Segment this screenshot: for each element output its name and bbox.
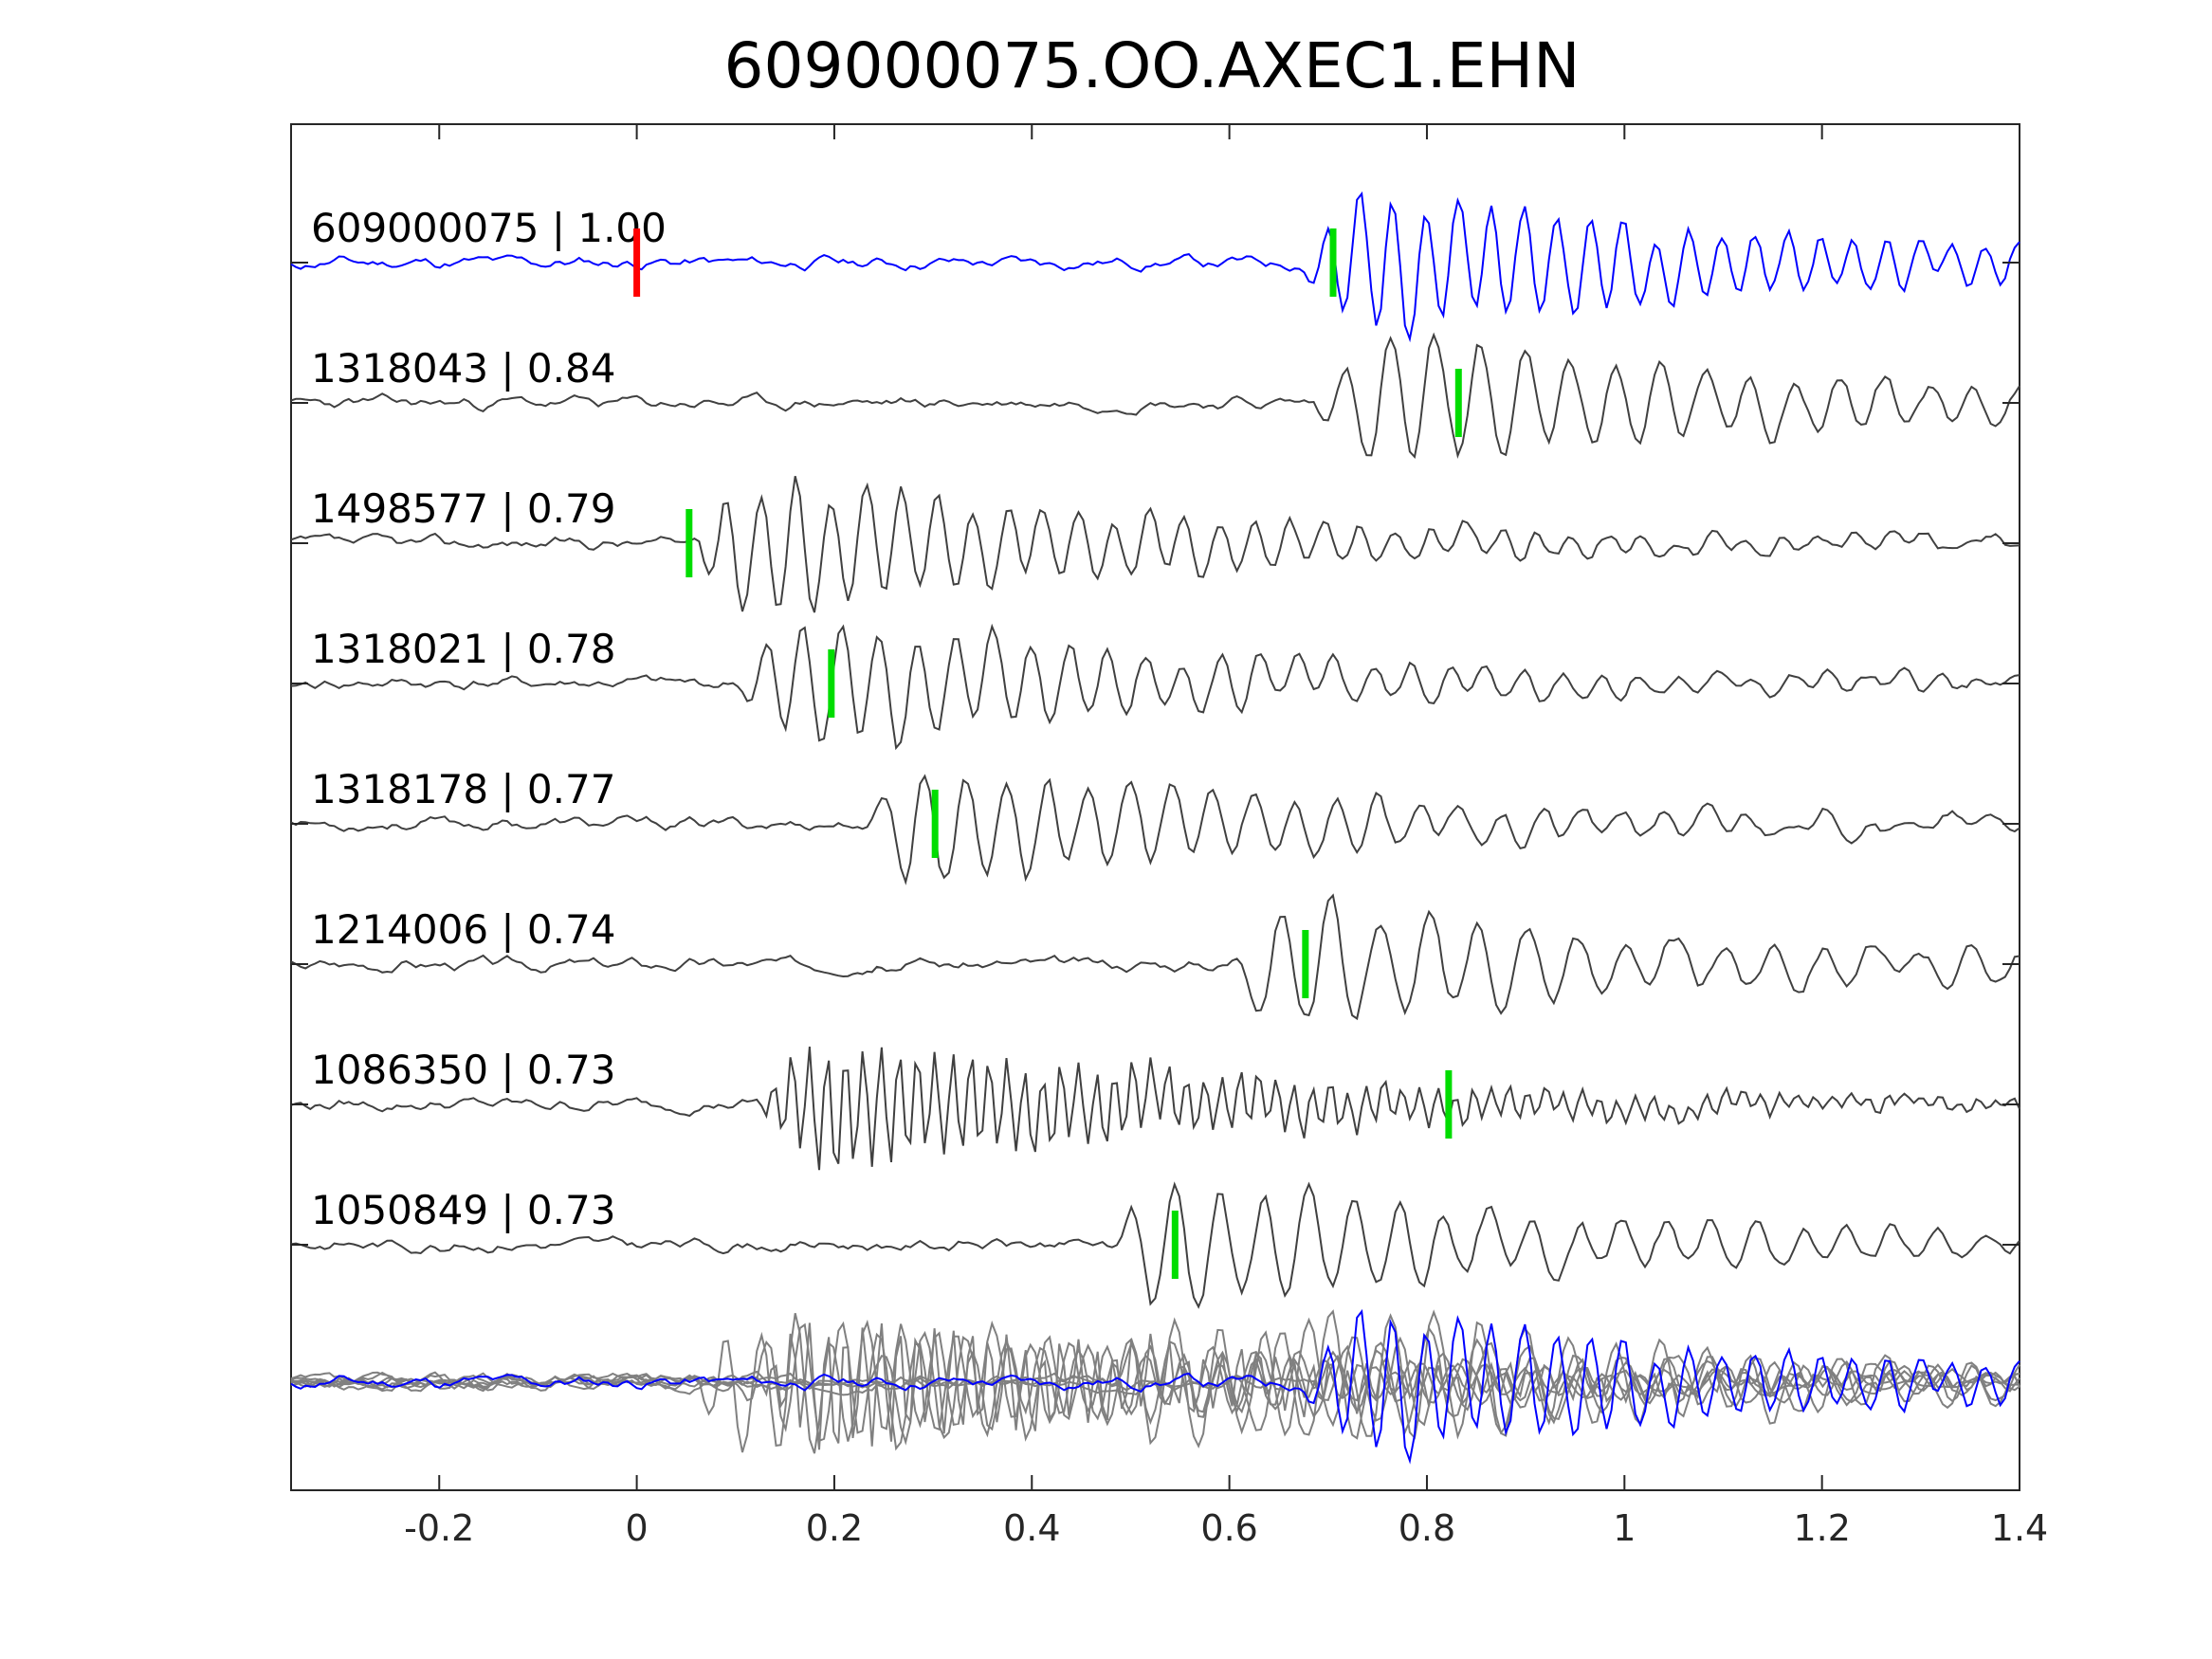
x-tick-label: 0.8 — [1398, 1507, 1455, 1549]
stack-1318043-line — [290, 1309, 2020, 1440]
chart-title: 609000075.OO.AXEC1.EHN — [724, 29, 1581, 102]
x-tick-label: 0.4 — [1003, 1507, 1060, 1549]
trace-1086350-label: 1086350 | 0.73 — [311, 1047, 615, 1093]
plot-frame — [290, 123, 2020, 1491]
trace-1318178-label: 1318178 | 0.77 — [311, 766, 615, 812]
stack-1050849-line — [290, 1317, 2020, 1449]
trace-1214006-label: 1214006 | 0.74 — [311, 906, 615, 953]
trace-609000075-label: 609000075 | 1.00 — [311, 205, 667, 251]
x-tick-label: 0.6 — [1200, 1507, 1257, 1549]
stack-template-line — [290, 1308, 2020, 1465]
trace-1050849-line — [290, 1181, 2020, 1309]
picks-layer — [633, 228, 1462, 1279]
x-axis: -0.2 0 0.2 0.4 0.6 0.8 1 1.2 1.4 — [291, 124, 2048, 1549]
trace-1498577-label: 1498577 | 0.79 — [311, 485, 615, 532]
trace-1086350-line — [290, 1047, 2020, 1171]
x-tick-label: -0.2 — [404, 1507, 474, 1549]
trace-1214006-line — [290, 893, 2020, 1021]
trace-1318021-label: 1318021 | 0.78 — [311, 626, 615, 672]
stack-1086350-line — [290, 1322, 2020, 1450]
trace-1318043-label: 1318043 | 0.84 — [311, 345, 615, 392]
trace-609000075-line — [290, 191, 2020, 343]
x-tick-label: 1.4 — [1991, 1507, 2048, 1549]
trace-1050849-label: 1050849 | 0.73 — [311, 1187, 615, 1233]
labels-layer: 609000075 | 1.00 1318043 | 0.84 1498577 | … — [311, 205, 667, 1233]
trace-1318021-line — [290, 623, 2020, 751]
trace-1318178-line — [290, 774, 2020, 885]
stack-layer — [290, 1308, 2020, 1465]
x-tick-label: 1 — [1613, 1507, 1636, 1549]
trace-1498577-line — [290, 475, 2020, 613]
traces-layer — [290, 191, 2020, 1309]
x-tick-label: 0.2 — [806, 1507, 863, 1549]
x-tick-label: 1.2 — [1793, 1507, 1850, 1549]
trace-1318043-line — [290, 332, 2020, 460]
x-tick-label: 0 — [626, 1507, 649, 1549]
stack-1214006-line — [290, 1309, 2020, 1440]
